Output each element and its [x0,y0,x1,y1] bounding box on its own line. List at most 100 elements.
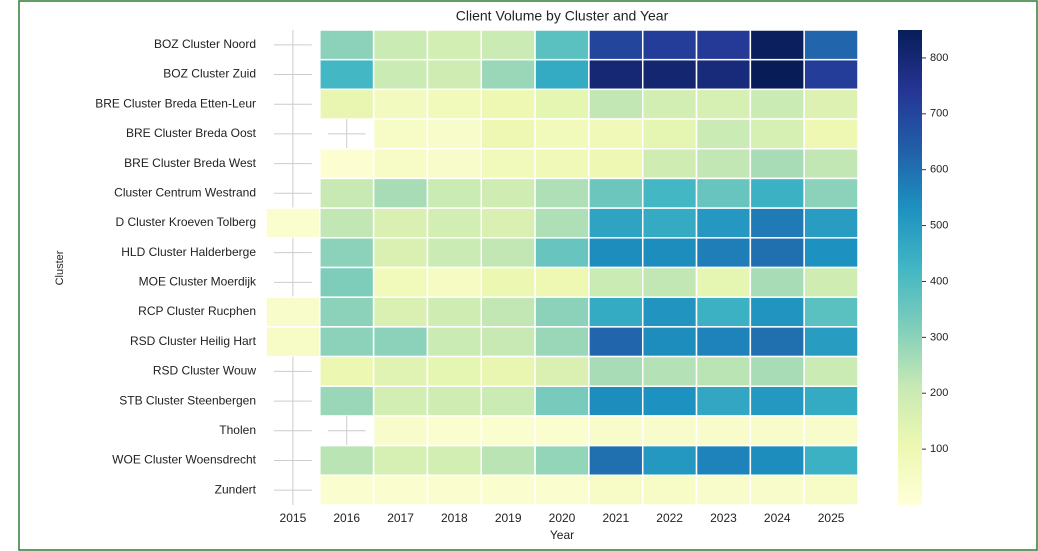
heatmap-cell [372,444,429,477]
heatmap-cell [426,118,483,150]
heatmap-cell [480,385,536,417]
heatmap-cell [480,177,536,209]
heatmap-cell [426,207,483,239]
heatmap-cell [695,118,752,150]
heatmap-cell [749,58,805,91]
heatmap-cell [749,385,805,417]
heatmap-cell [641,58,698,91]
frame [18,0,1038,551]
heatmap-cell [803,58,859,91]
heatmap-cell [749,88,805,120]
heatmap-cell [641,326,698,358]
y-tick-label: D Cluster Kroeven Tolberg [115,215,256,229]
heatmap-cell [372,207,429,239]
heatmap-cell [803,177,859,209]
x-tick-label: 2016 [333,511,360,525]
heatmap-cell [319,237,375,269]
heatmap-cell [372,88,429,120]
y-tick-label: Tholen [219,423,256,437]
heatmap-cell [319,355,375,387]
colorbar [898,30,922,505]
heatmap-cell [588,237,644,269]
heatmap-cell [588,148,644,180]
y-tick-label: WOE Cluster Woensdrecht [112,453,256,467]
heatmap-cell [588,29,644,61]
heatmap-cell [588,266,644,298]
heatmap-cell [426,296,483,328]
heatmap-cell [749,237,805,269]
heatmap-cell [641,237,698,269]
heatmap-cell [426,444,483,477]
heatmap-cell [319,148,375,180]
heatmap-cell [641,385,698,417]
heatmap-cell [319,326,375,358]
heatmap-cell [695,207,752,239]
y-tick-label: RSD Cluster Wouw [153,364,256,378]
heatmap-cell [803,415,859,447]
x-tick-label: 2023 [710,511,737,525]
heatmap-cell [426,148,483,180]
colorbar-tick-label: 600 [930,164,948,176]
x-tick-label: 2021 [602,511,629,525]
heatmap-cell [319,177,375,209]
heatmap-cell [749,148,805,180]
heatmap-cell [319,88,375,120]
x-tick-label: 2018 [441,511,468,525]
heatmap-cell [695,148,752,180]
heatmap-cell [426,474,483,506]
heatmap-cell [749,355,805,387]
heatmap-cell [426,88,483,120]
heatmap-cell [641,118,698,150]
heatmap-cell [588,207,644,239]
heatmap-cell [372,58,429,91]
heatmap-cell [534,29,590,61]
heatmap-cell [480,326,536,358]
heatmap-cell [426,266,483,298]
heatmap-cell [426,415,483,447]
heatmap-cell [319,444,375,477]
heatmap-cell [480,118,536,150]
heatmap-cell [695,385,752,417]
colorbar-tick-label: 300 [930,331,948,343]
heatmap-cell [749,474,805,506]
heatmap-cell [641,29,698,61]
heatmap-cell [265,326,321,358]
heatmap-cell [695,355,752,387]
heatmap-cell [803,444,859,477]
heatmap-cell [641,474,698,506]
heatmap-cell [534,326,590,358]
y-tick-label: Cluster Centrum Westrand [114,185,256,199]
heatmap-cell [803,29,859,61]
heatmap-cell [534,237,590,269]
heatmap-cell [534,118,590,150]
y-tick-label: RCP Cluster Rucphen [138,304,256,318]
heatmap-cell [695,415,752,447]
heatmap-cell [480,474,536,506]
heatmap-cell [588,355,644,387]
heatmap-cell [480,207,536,239]
heatmap-cell [426,177,483,209]
heatmap-cell [426,58,483,91]
heatmap-cell [319,58,375,91]
heatmap-cell [319,29,375,61]
heatmap-cell [695,266,752,298]
heatmap-cell [534,444,590,477]
heatmap-cell [534,88,590,120]
heatmap-cell [588,58,644,91]
heatmap-cell [534,355,590,387]
y-tick-label: BRE Cluster Breda Oost [126,126,257,140]
heatmap-cell [372,29,429,61]
x-tick-label: 2022 [656,511,683,525]
heatmap-cell [372,415,429,447]
heatmap-cell [372,266,429,298]
y-tick-label: RSD Cluster Heilig Hart [130,334,257,348]
heatmap-cell [803,385,859,417]
heatmap-cell [641,296,698,328]
heatmap-cell [480,266,536,298]
y-tick-label: BRE Cluster Breda West [124,156,256,170]
heatmap-cell [372,474,429,506]
heatmap-cell [426,326,483,358]
heatmap-cell [695,29,752,61]
